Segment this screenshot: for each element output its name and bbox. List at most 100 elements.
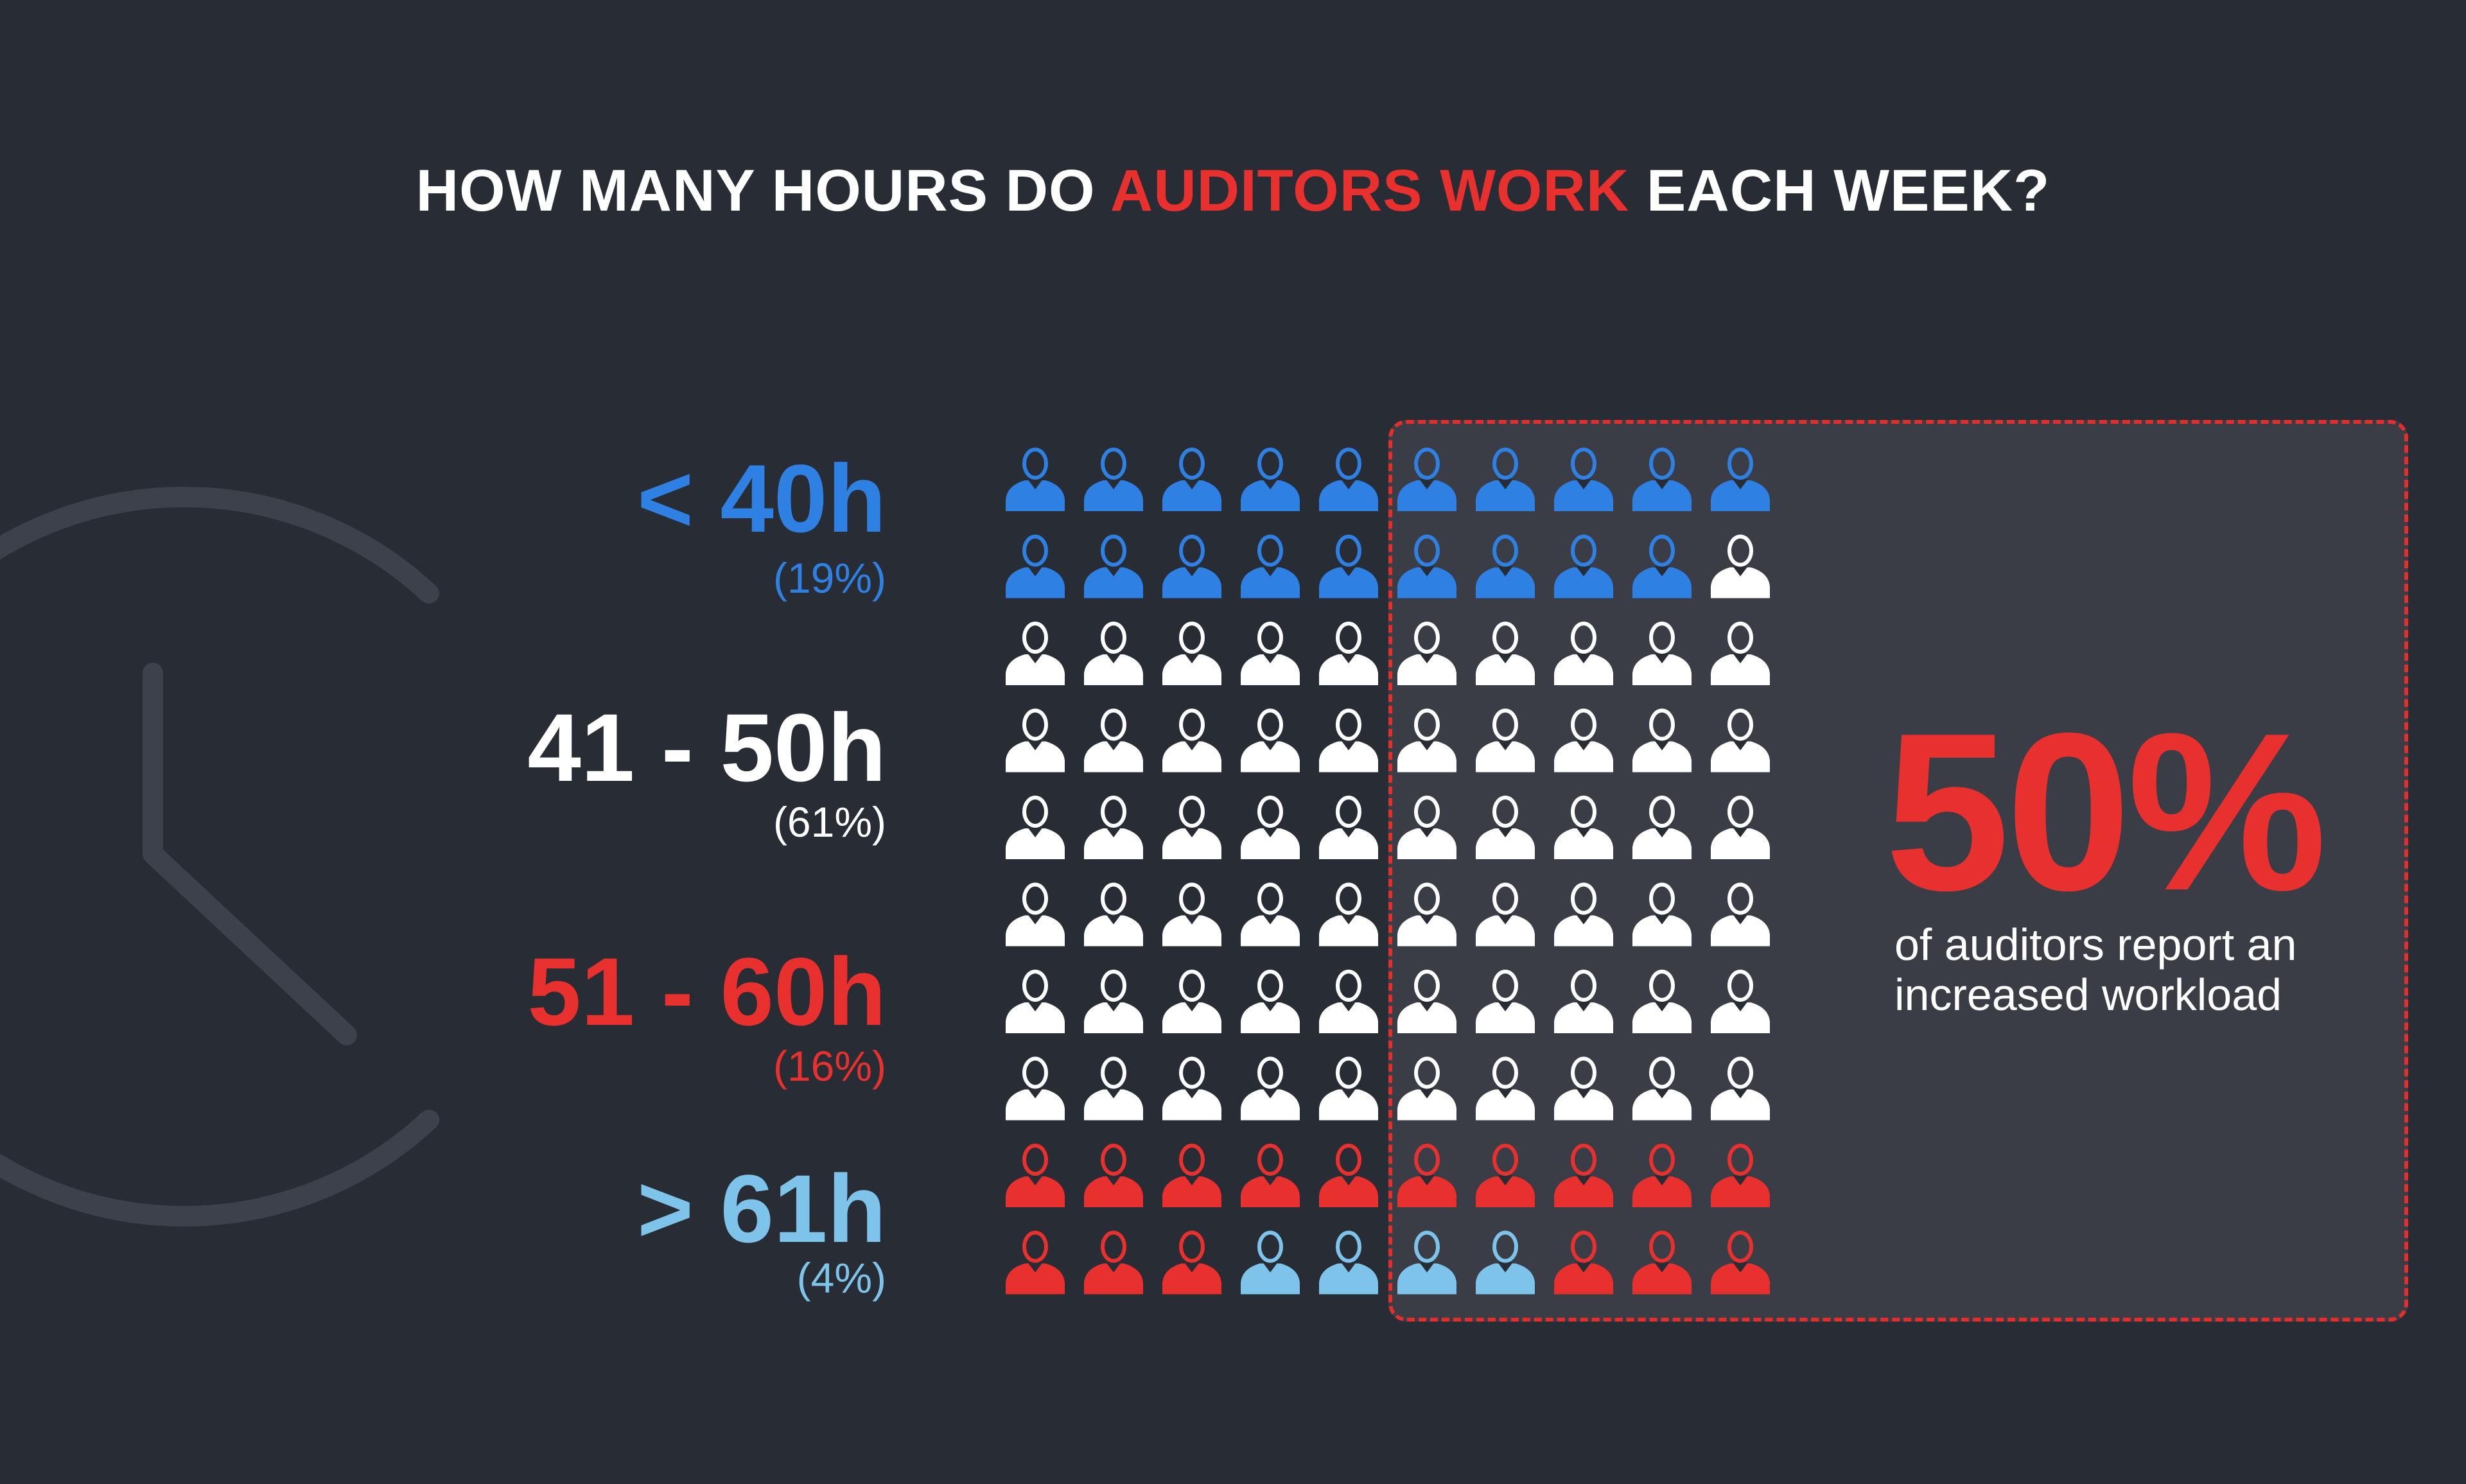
person-icon xyxy=(1006,1144,1065,1207)
person-icon xyxy=(1006,534,1065,598)
person-icon xyxy=(1084,970,1143,1033)
person-icon xyxy=(1632,1230,1692,1295)
category-percent-41-50: (61%) xyxy=(773,798,886,846)
person-icon xyxy=(1397,448,1456,511)
person-icon xyxy=(1084,708,1143,773)
person-icon xyxy=(1476,1230,1535,1295)
person-icon xyxy=(1241,534,1300,598)
person-icon xyxy=(1397,622,1456,685)
person-icon xyxy=(1632,708,1692,773)
person-icon xyxy=(1554,796,1613,859)
category-percent-over-61: (4%) xyxy=(796,1254,886,1302)
person-icon xyxy=(1319,1056,1378,1121)
person-icon xyxy=(1319,534,1378,598)
person-icon xyxy=(1397,534,1456,598)
person-icon xyxy=(1397,796,1456,859)
title-part-1: HOW MANY HOURS DO xyxy=(415,158,1110,223)
person-icon xyxy=(1006,708,1065,773)
person-icon xyxy=(1476,1144,1535,1207)
person-icon xyxy=(1241,622,1300,685)
person-icon xyxy=(1397,1144,1456,1207)
person-icon xyxy=(1084,796,1143,859)
person-icon xyxy=(1554,622,1613,685)
person-icon xyxy=(1084,622,1143,685)
person-icon xyxy=(1711,1144,1770,1207)
chart-title: HOW MANY HOURS DO AUDITORS WORK EACH WEE… xyxy=(0,157,2466,225)
category-percent-under-40: (19%) xyxy=(773,554,886,602)
title-highlight: AUDITORS WORK xyxy=(1110,158,1630,223)
person-icon xyxy=(1162,448,1221,511)
person-icon xyxy=(1241,1056,1300,1121)
person-icon xyxy=(1632,1056,1692,1121)
person-icon xyxy=(1476,1056,1535,1121)
category-label-41-50: 41 - 50h xyxy=(527,694,886,801)
person-icon xyxy=(1711,622,1770,685)
person-icon xyxy=(1711,1056,1770,1121)
person-icon xyxy=(1084,1056,1143,1121)
person-icon xyxy=(1397,1230,1456,1295)
person-icon xyxy=(1554,708,1613,773)
person-icon xyxy=(1711,708,1770,773)
person-icon xyxy=(1711,534,1770,598)
callout-value: 50% xyxy=(1885,686,2327,938)
person-icon xyxy=(1241,708,1300,773)
person-icon xyxy=(1006,1056,1065,1121)
person-icon xyxy=(1632,970,1692,1033)
person-icon xyxy=(1162,796,1221,859)
person-icon xyxy=(1554,448,1613,511)
callout-text: of auditors report an increased workload xyxy=(1894,920,2297,1020)
person-icon xyxy=(1476,622,1535,685)
person-icon xyxy=(1554,1144,1613,1207)
person-icon xyxy=(1476,970,1535,1033)
person-icon xyxy=(1162,1056,1221,1121)
category-label-under-40: < 40h xyxy=(637,444,886,552)
person-icon xyxy=(1397,708,1456,773)
person-icon xyxy=(1632,448,1692,511)
person-icon xyxy=(1554,882,1613,947)
person-icon xyxy=(1006,622,1065,685)
person-icon xyxy=(1006,970,1065,1033)
person-icon xyxy=(1476,796,1535,859)
person-icon xyxy=(1006,796,1065,859)
person-icon xyxy=(1397,882,1456,947)
person-icon xyxy=(1162,1144,1221,1207)
person-icon xyxy=(1554,1230,1613,1295)
person-icon xyxy=(1241,796,1300,859)
person-icon xyxy=(1632,622,1692,685)
person-icon xyxy=(1319,970,1378,1033)
person-icon xyxy=(1084,448,1143,511)
person-icon xyxy=(1319,622,1378,685)
person-icon xyxy=(1319,1230,1378,1295)
person-icon xyxy=(1554,534,1613,598)
person-icon xyxy=(1319,1144,1378,1207)
person-icon xyxy=(1476,708,1535,773)
person-icon xyxy=(1711,448,1770,511)
person-icon xyxy=(1632,796,1692,859)
person-icon xyxy=(1711,882,1770,947)
person-icon xyxy=(1241,970,1300,1033)
callout-panel xyxy=(1388,420,2408,1322)
person-icon xyxy=(1554,1056,1613,1121)
person-icon xyxy=(1162,708,1221,773)
person-icon xyxy=(1711,970,1770,1033)
person-icon xyxy=(1006,448,1065,511)
person-icon xyxy=(1162,534,1221,598)
person-icon xyxy=(1241,1144,1300,1207)
person-icon xyxy=(1084,1144,1143,1207)
person-icon xyxy=(1006,1230,1065,1295)
title-part-2: EACH WEEK? xyxy=(1629,158,2051,223)
person-icon xyxy=(1476,448,1535,511)
person-icon xyxy=(1006,882,1065,947)
person-icon xyxy=(1241,448,1300,511)
person-icon xyxy=(1162,970,1221,1033)
person-icon xyxy=(1632,882,1692,947)
person-icon xyxy=(1397,970,1456,1033)
person-icon xyxy=(1319,796,1378,859)
person-icon xyxy=(1711,1230,1770,1295)
person-icon xyxy=(1162,622,1221,685)
person-icon xyxy=(1476,534,1535,598)
person-icon xyxy=(1162,882,1221,947)
